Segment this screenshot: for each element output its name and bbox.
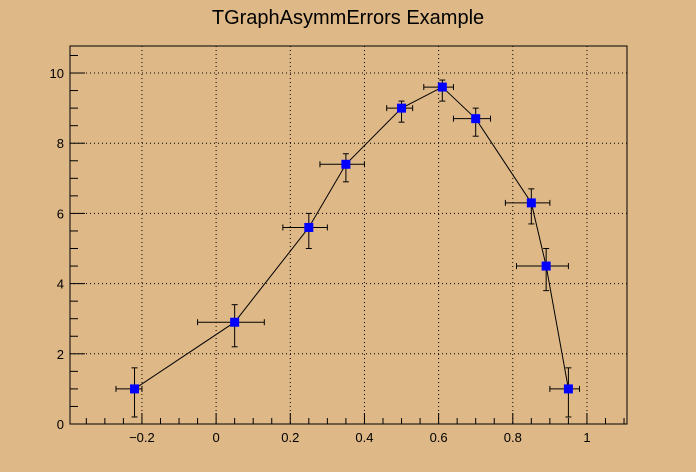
y-tick-label: 6 [57, 206, 64, 221]
x-tick-label: 1 [583, 430, 590, 445]
data-point [341, 159, 351, 169]
y-tick-label: 0 [57, 417, 64, 432]
x-tick-label: 0.4 [355, 430, 373, 445]
y-tick-label: 2 [57, 347, 64, 362]
data-point [541, 261, 551, 271]
x-tick-label: 0 [212, 430, 219, 445]
y-tick-label: 8 [57, 136, 64, 151]
data-point [397, 103, 407, 113]
x-tick-label: 0.8 [504, 430, 522, 445]
data-point [563, 384, 573, 394]
data-point [230, 317, 240, 327]
y-tick-label: 10 [50, 66, 64, 81]
plot-frame [69, 45, 628, 425]
y-tick-label: 4 [57, 277, 64, 292]
data-point [471, 114, 481, 124]
series-line [134, 86, 569, 390]
x-tick-label: −0.2 [129, 430, 155, 445]
data-point [526, 198, 536, 208]
x-tick-label: 0.6 [430, 430, 448, 445]
chart-title: TGraphAsymmErrors Example [212, 7, 484, 29]
data-point [437, 82, 447, 92]
data-point [130, 384, 140, 394]
data-point [304, 222, 314, 232]
x-tick-label: 0.2 [281, 430, 299, 445]
